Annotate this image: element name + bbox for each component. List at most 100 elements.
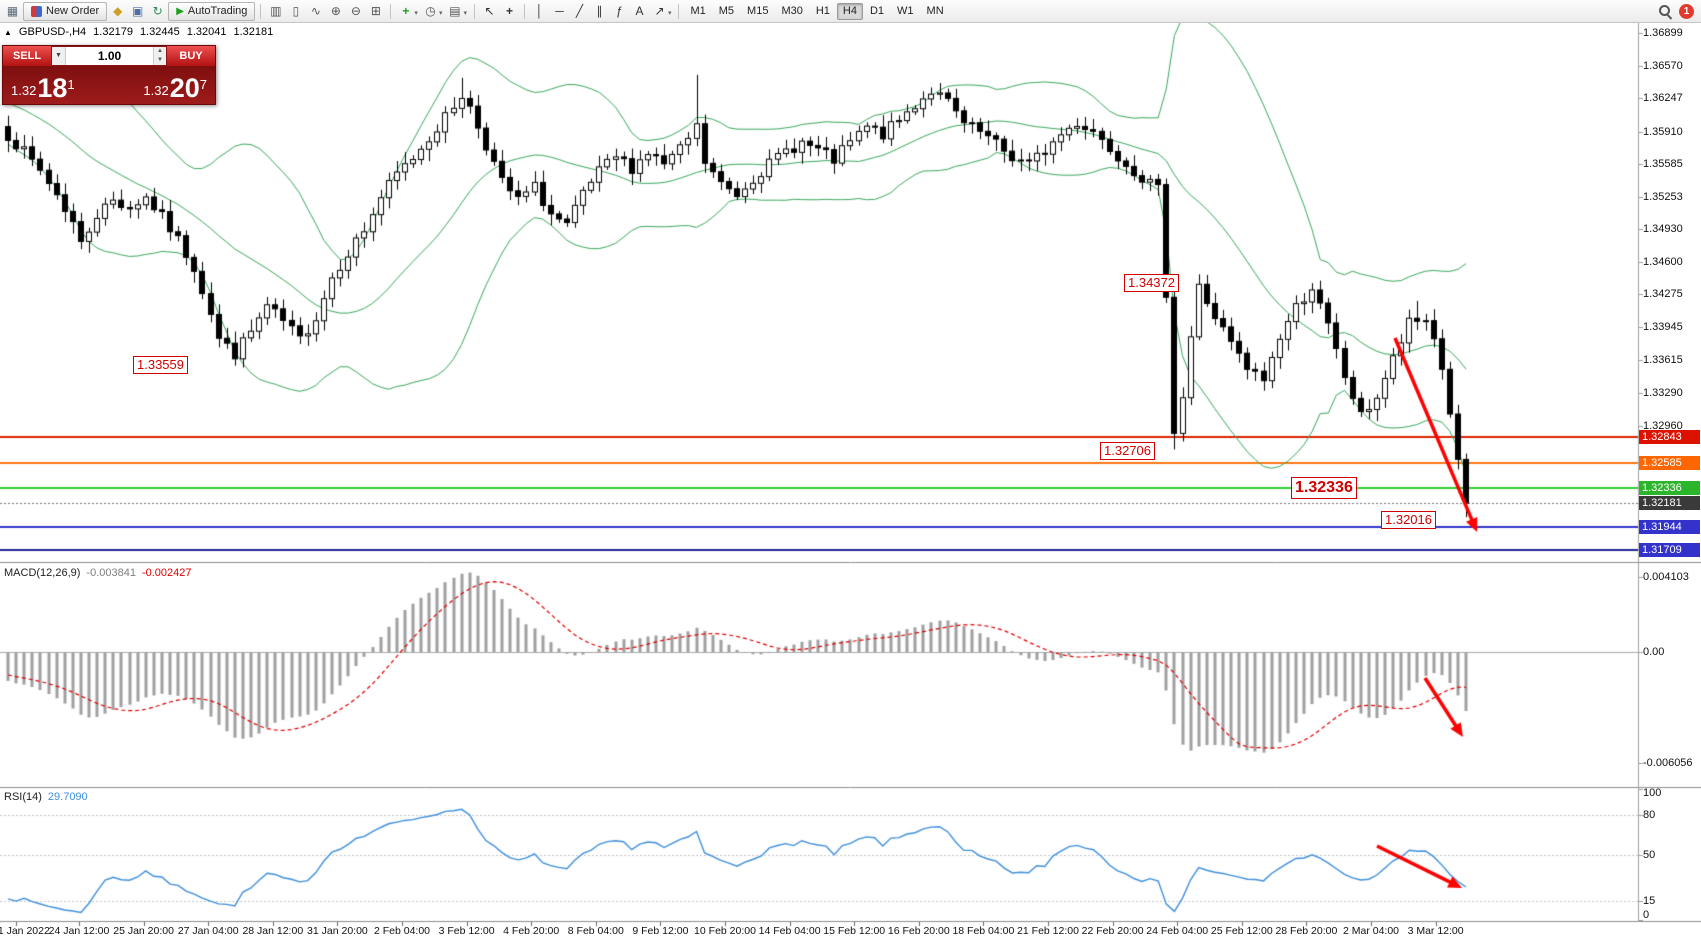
lot-spinner-up-icon[interactable]: ▲ [157,48,163,54]
price-axis-tick: 1.33290 [1643,386,1683,399]
price-level-label: 1.32585 [1639,455,1700,470]
indicators-icon[interactable]: + [402,4,410,18]
timeframe-mn[interactable]: MN [921,3,950,20]
price-annotation[interactable]: 1.32336 [1291,477,1357,499]
trade-panel-prices: 1.32 18 1 1.32 20 7 [3,66,215,104]
timeframe-m30[interactable]: M30 [775,3,808,20]
toolbar-group-objects: │ ─ ╱ ∥ ƒ A ↗ ▾ [530,3,674,20]
price-annotation[interactable]: 1.33559 [133,356,188,375]
notification-badge[interactable]: 1 [1679,3,1694,19]
price-level-label: 1.31709 [1639,543,1700,558]
autotrading-label: AutoTrading [187,5,248,17]
lot-dropdown-icon[interactable]: ▼ [52,47,66,65]
macd-indicator-label: MACD(12,26,9) -0.003841 -0.002427 [4,567,192,579]
history-center-icon[interactable]: ◆ [113,4,123,18]
buy-button[interactable]: BUY [167,46,215,66]
lot-spinner[interactable]: ▲ ▼ [153,47,166,65]
price-axis-tick: 1.36247 [1643,92,1683,105]
rsi-axis-tick: 100 [1643,787,1662,799]
arrows-icon[interactable]: ↗ [654,4,665,18]
toolbar: ▦ New Order ◆ ▣ ↻ ▶ AutoTrading ▥ ▯ ∿ ⊕ ⊖ ⊞ + ▾ ◷… [0,0,1701,23]
autotrading-button[interactable]: ▶ AutoTrading [168,1,256,21]
refresh-icon[interactable]: ↻ [152,4,163,18]
rsi-axis-tick: 80 [1643,808,1656,821]
timeframe-w1[interactable]: W1 [891,3,920,20]
rsi-name: RSI(14) [4,791,42,803]
lot-spinner-down-icon[interactable]: ▼ [157,57,163,63]
horizontal-line-icon[interactable]: ─ [555,4,564,18]
text-icon[interactable]: A [635,4,644,18]
bar-low: 1.32041 [186,26,227,38]
new-chart-icon[interactable]: ▦ [6,4,19,18]
timeframe-m5[interactable]: M5 [713,3,740,20]
time-axis-label: 24 Feb 04:00 [1146,925,1209,937]
price-axis-tick: 1.36570 [1643,59,1683,72]
new-order-label: New Order [46,5,100,17]
sell-button[interactable]: SELL [3,46,51,66]
time-axis-label: 22 Feb 20:00 [1081,925,1144,937]
time-axis-label: 21 Jan 2022 [0,925,50,937]
time-axis-label: 9 Feb 12:00 [632,925,689,937]
buy-price[interactable]: 1.32 20 7 [143,75,207,102]
vertical-line-icon[interactable]: │ [535,4,544,18]
macd-name: MACD(12,26,9) [4,567,81,579]
indicators-dropdown-icon[interactable]: ▾ [414,10,418,17]
new-order-button[interactable]: New Order [23,1,108,21]
macd-axis-tick: 0.00 [1643,646,1665,658]
price-level-label: 1.32843 [1639,430,1700,445]
time-axis-label: 4 Feb 20:00 [503,925,560,937]
price-annotation[interactable]: 1.34372 [1124,274,1179,293]
line-chart-icon[interactable]: ∿ [310,4,321,18]
macd-axis-tick: 0.004103 [1643,570,1689,583]
price-axis-tick: 1.33945 [1643,321,1683,334]
rsi-axis-tick: 50 [1643,848,1656,861]
one-click-toggle-icon[interactable]: ▲ [4,27,12,37]
time-axis-label: 24 Jan 12:00 [48,925,110,937]
sell-price[interactable]: 1.32 18 1 [11,75,75,102]
sell-price-prefix: 1.32 [11,83,37,98]
trendline-icon[interactable]: ╱ [575,4,584,18]
price-axis-tick: 1.35253 [1643,191,1683,204]
time-axis-label: 25 Jan 20:00 [113,925,174,937]
crosshair-icon[interactable]: + [505,4,513,18]
rsi-axis-tick: 15 [1643,895,1656,908]
time-axis-label: 10 Feb 20:00 [694,925,756,937]
toolbar-group-file: ▦ [3,3,22,20]
templates-dropdown-icon[interactable]: ▾ [463,10,467,17]
zoom-out-icon[interactable]: ⊖ [350,4,361,18]
equidistant-channel-icon[interactable]: ∥ [596,4,603,18]
zoom-in-icon[interactable]: ⊕ [330,4,341,18]
lot-size-field: ▼ 1.00 ▲ ▼ [52,47,166,65]
tile-windows-icon[interactable]: ⊞ [370,4,381,18]
periods-dropdown-icon[interactable]: ▾ [438,10,443,17]
toolbar-separator [473,3,475,19]
bar-close: 1.32181 [233,26,274,38]
candlestick-chart-icon[interactable]: ▯ [292,4,300,18]
timeframe-toolbar: M1 M5 M15 M30 H1 H4 D1 W1 MN [684,2,950,20]
profiles-icon[interactable]: ▣ [132,4,144,18]
timeframe-m15[interactable]: M15 [741,3,774,20]
fibonacci-icon[interactable]: ƒ [616,4,623,18]
lot-size-value[interactable]: 1.00 [97,49,122,63]
trade-panel-controls: SELL ▼ 1.00 ▲ ▼ BUY [3,46,215,66]
timeframe-d1[interactable]: D1 [864,3,890,20]
arrows-dropdown-icon[interactable]: ▾ [667,10,672,17]
toolbar-separator [260,3,262,19]
bar-chart-icon[interactable]: ▥ [270,4,282,18]
time-axis-label: 15 Feb 12:00 [823,925,886,937]
price-level-label: 1.32181 [1639,496,1700,511]
periods-icon[interactable]: ◷ [425,4,436,18]
templates-icon[interactable]: ▤ [449,4,461,18]
timeframe-m1[interactable]: M1 [684,3,711,20]
rsi-axis-tick: 0 [1643,909,1650,921]
timeframe-h4[interactable]: H4 [836,2,863,20]
timeframe-h1[interactable]: H1 [810,3,836,20]
cursor-icon[interactable]: ↖ [484,4,495,18]
bar-open: 1.32179 [93,26,133,38]
price-annotation[interactable]: 1.32016 [1381,511,1436,530]
price-annotation[interactable]: 1.32706 [1100,442,1155,461]
symbol-header: ▲ GBPUSD-,H4 1.32179 1.32445 1.32041 1.3… [4,26,273,38]
search-icon[interactable] [1656,2,1674,20]
